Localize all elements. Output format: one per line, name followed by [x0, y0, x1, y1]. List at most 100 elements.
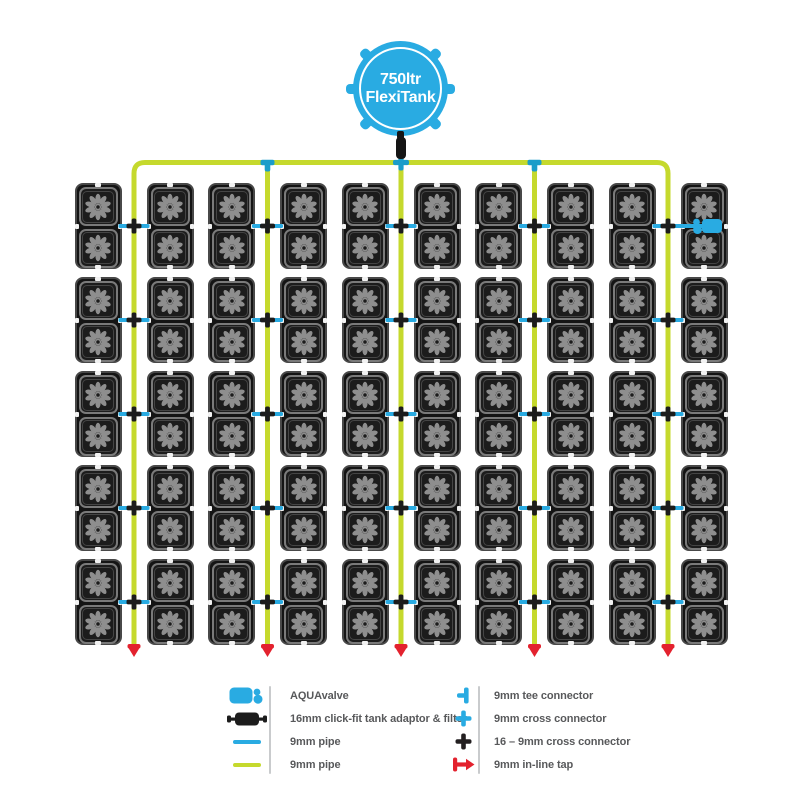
tray-notch — [495, 371, 502, 375]
cross-16-9-icon — [532, 406, 537, 422]
tray-notch — [567, 277, 574, 281]
pot-rim — [688, 566, 720, 599]
cross-16-9-icon — [265, 500, 270, 516]
pot — [551, 604, 590, 644]
tray-notch — [475, 600, 479, 605]
pot — [284, 469, 323, 508]
pot — [212, 187, 251, 226]
pot-rim — [688, 472, 720, 505]
pot-rim — [349, 326, 381, 358]
pot-rim — [154, 514, 186, 546]
pot-rim — [554, 472, 587, 505]
cross-16-9-icon — [532, 218, 537, 234]
pot — [479, 187, 518, 226]
tray-notch — [475, 412, 479, 417]
legend-label: AQUAvalve — [290, 689, 349, 702]
tray-notch — [74, 412, 79, 417]
tee-connector-icon — [527, 159, 542, 172]
pot — [684, 604, 724, 644]
inline-tap-icon — [661, 644, 675, 657]
legend-row-adaptor: 16mm click-fit tank adaptor & filter — [224, 707, 467, 730]
tray-notch — [701, 465, 707, 469]
tray-notch — [341, 412, 346, 417]
tray-notch — [95, 183, 101, 187]
tray-notch — [567, 641, 574, 645]
legend-label: 9mm pipe — [290, 735, 341, 748]
pot-rim — [349, 608, 381, 640]
pot-rim — [554, 190, 587, 223]
pot-rim — [482, 608, 515, 640]
inline-tap-icon — [127, 644, 141, 657]
cross-16-9-icon — [532, 500, 537, 516]
tray-notch — [629, 547, 635, 551]
branch-junction — [252, 500, 283, 516]
pot-rim — [554, 232, 587, 264]
pot — [345, 563, 385, 602]
tray — [608, 277, 656, 363]
branch-junction — [385, 500, 417, 516]
pot-rim — [688, 608, 720, 640]
pot-rim — [215, 378, 248, 411]
tray-notch — [341, 600, 346, 605]
branch-junction — [118, 406, 150, 422]
pot-rim — [215, 326, 248, 358]
pot — [551, 187, 590, 226]
pot — [78, 187, 118, 226]
tray-notch — [567, 265, 574, 269]
pot-rim — [616, 472, 648, 505]
pot — [479, 322, 518, 362]
tray-notch — [323, 412, 327, 417]
pot-rim — [349, 232, 381, 264]
pot — [479, 563, 518, 602]
tray-notch — [590, 506, 594, 511]
tray-notch — [95, 277, 101, 281]
tray-notch — [362, 465, 368, 469]
tray — [74, 277, 122, 363]
pot-rim — [287, 232, 320, 264]
pot-rim — [82, 566, 114, 599]
cross-16-9-icon — [131, 218, 137, 234]
tank-adaptor-icon — [224, 711, 270, 727]
tray — [475, 183, 522, 269]
pot — [150, 375, 190, 414]
tray-notch — [300, 359, 307, 363]
branch-junction — [118, 594, 150, 610]
pot — [551, 375, 590, 414]
legend-label: 9mm pipe — [290, 758, 341, 771]
tray-notch — [300, 183, 307, 187]
pot — [345, 510, 385, 550]
tray-notch — [629, 371, 635, 375]
pot-rim — [421, 232, 453, 264]
inline-tap-icon — [528, 644, 541, 657]
tray-notch — [95, 465, 101, 469]
tray-notch — [208, 224, 212, 229]
tray — [413, 277, 461, 363]
tray-notch — [701, 641, 707, 645]
pot-rim — [688, 326, 720, 358]
pot — [551, 281, 590, 320]
tee-connector-icon — [449, 686, 478, 705]
pot — [612, 187, 652, 226]
tray-notch — [95, 547, 101, 551]
pot — [551, 322, 590, 362]
branch-junction — [652, 218, 705, 234]
pot-rim — [82, 472, 114, 505]
pot — [345, 322, 385, 362]
legend-row-tee: 9mm tee connector — [449, 684, 630, 707]
pot-rim — [154, 420, 186, 452]
pot — [78, 510, 118, 550]
tray-notch — [208, 318, 212, 323]
tray-notch — [300, 547, 307, 551]
tray-notch — [362, 547, 368, 551]
tray-notch — [362, 371, 368, 375]
branch-junction — [118, 312, 150, 328]
tray-notch — [475, 506, 479, 511]
tray-notch — [228, 453, 235, 457]
pot — [612, 469, 652, 508]
tray-notch — [495, 641, 502, 645]
tray-notch — [495, 183, 502, 187]
pot — [479, 469, 518, 508]
green-pipe-icon — [224, 762, 270, 768]
